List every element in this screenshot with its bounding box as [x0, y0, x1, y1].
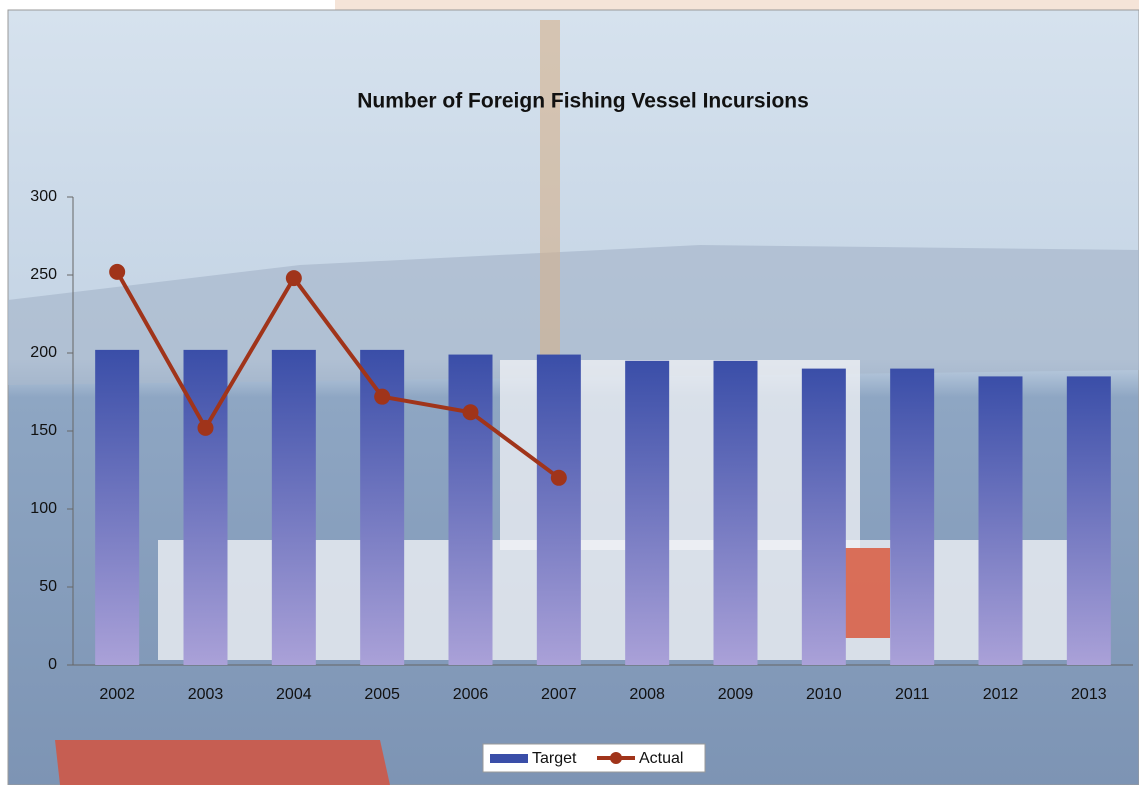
legend-swatch	[610, 752, 622, 764]
x-tick-label: 2005	[364, 686, 400, 703]
bar	[271, 349, 316, 665]
legend-label: Target	[532, 750, 577, 767]
y-tick-label: 100	[30, 500, 57, 517]
point	[550, 469, 567, 486]
point	[197, 419, 214, 436]
y-tick-label: 300	[30, 188, 57, 205]
y-tick-label: 50	[39, 578, 57, 595]
ship-mast	[540, 20, 560, 360]
x-tick-label: 2012	[983, 686, 1019, 703]
x-tick-label: 2009	[718, 686, 754, 703]
bar	[95, 349, 140, 665]
point	[462, 404, 479, 421]
x-tick-label: 2008	[629, 686, 665, 703]
point	[285, 270, 302, 287]
x-tick-label: 2006	[453, 686, 489, 703]
x-tick-label: 2007	[541, 686, 577, 703]
bar	[801, 368, 846, 665]
ship-stripe	[845, 548, 890, 638]
chart-title: Number of Foreign Fishing Vessel Incursi…	[357, 90, 809, 113]
bar	[536, 354, 581, 665]
legend-box	[482, 743, 706, 773]
legend-swatch	[490, 754, 528, 763]
y-tick-label: 250	[30, 266, 57, 283]
bar	[448, 354, 493, 665]
x-tick-label: 2002	[99, 686, 135, 703]
x-tick-label: 2004	[276, 686, 312, 703]
y-tick-label: 200	[30, 344, 57, 361]
x-tick-label: 2011	[895, 686, 930, 703]
y-tick-label: 0	[48, 656, 57, 673]
bar	[713, 360, 758, 665]
line	[115, 270, 561, 480]
point	[109, 263, 126, 280]
bar	[1066, 376, 1111, 665]
legend-label: Actual	[639, 750, 683, 767]
small-boat	[55, 740, 390, 785]
x-tick-label: 2013	[1071, 686, 1107, 703]
x-tick-label: 2010	[806, 686, 842, 703]
bar	[625, 360, 670, 665]
bar	[890, 368, 935, 665]
bar	[978, 376, 1023, 665]
x-tick-label: 2003	[188, 686, 224, 703]
top-band	[335, 0, 1139, 10]
point	[374, 388, 391, 405]
y-tick-label: 150	[30, 422, 57, 439]
